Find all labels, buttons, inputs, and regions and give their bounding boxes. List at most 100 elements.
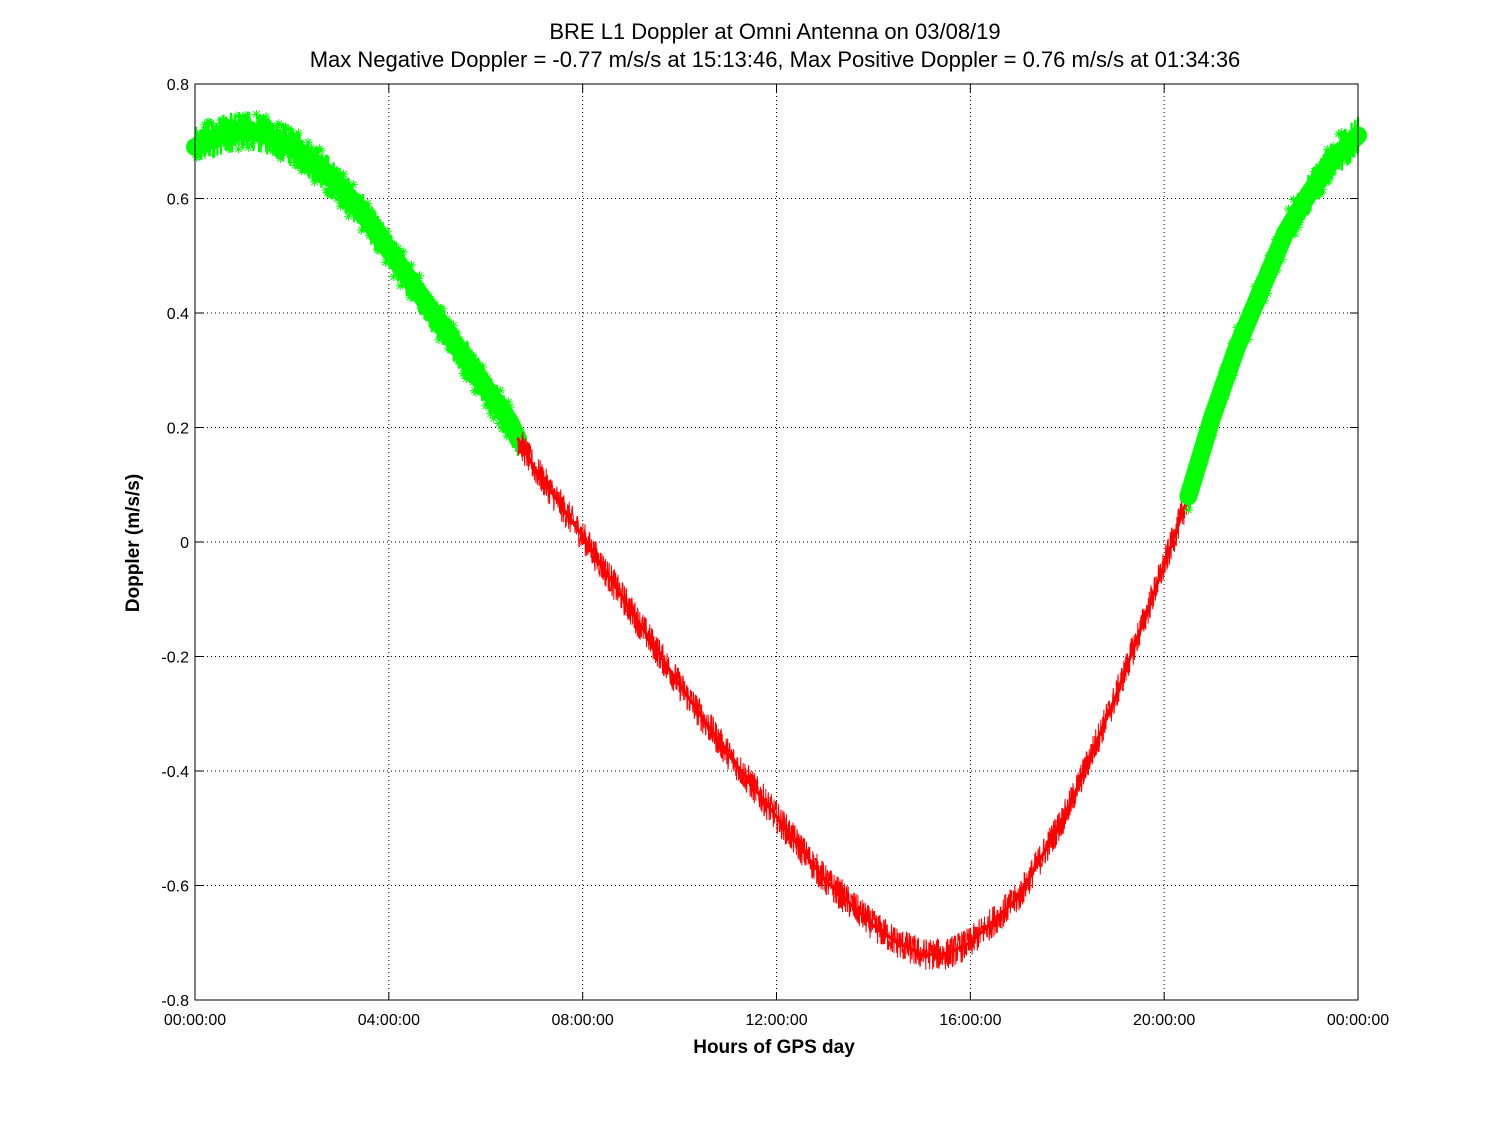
asterisk-marker — [503, 397, 513, 407]
asterisk-marker — [1190, 464, 1200, 474]
asterisk-marker — [289, 150, 299, 160]
y-tick-label: 0.2 — [167, 421, 189, 438]
asterisk-marker — [219, 118, 229, 128]
x-tick-label: 16:00:00 — [939, 1012, 1001, 1029]
series-1 — [186, 109, 528, 457]
asterisk-marker — [1292, 220, 1302, 230]
asterisk-marker — [1222, 357, 1232, 367]
asterisk-marker — [345, 204, 355, 214]
asterisk-marker — [1295, 217, 1305, 227]
y-tick-label: 0.4 — [167, 306, 189, 323]
asterisk-marker — [489, 413, 499, 423]
y-tick-label: 0.6 — [167, 192, 189, 209]
asterisk-marker — [224, 143, 234, 153]
asterisk-marker — [303, 137, 313, 147]
chart-title: BRE L1 Doppler at Omni Antenna on 03/08/… — [549, 19, 1000, 44]
asterisk-marker — [293, 128, 303, 138]
asterisk-marker — [410, 273, 420, 283]
y-tick-label: -0.8 — [161, 993, 189, 1010]
asterisk-marker — [421, 289, 431, 299]
asterisk-marker — [1212, 394, 1222, 404]
asterisk-marker — [232, 111, 242, 121]
asterisk-marker — [1251, 296, 1261, 306]
asterisk-marker — [1183, 505, 1193, 515]
asterisk-marker — [229, 135, 239, 145]
asterisk-marker — [195, 151, 205, 161]
asterisk-marker — [478, 362, 488, 372]
asterisk-marker — [455, 335, 465, 345]
series-3 — [1179, 116, 1367, 515]
asterisk-marker — [1334, 129, 1344, 139]
asterisk-marker — [1351, 125, 1361, 135]
x-tick-label: 04:00:00 — [358, 1012, 420, 1029]
asterisk-marker — [237, 127, 247, 137]
asterisk-marker — [1216, 402, 1226, 412]
asterisk-marker — [1263, 289, 1273, 299]
asterisk-marker — [1203, 432, 1213, 442]
x-tick-label: 00:00:00 — [164, 1012, 226, 1029]
asterisk-marker — [280, 122, 290, 132]
asterisk-marker — [440, 335, 450, 345]
series-trend-line — [516, 437, 1190, 956]
asterisk-marker — [1209, 399, 1219, 409]
asterisk-marker — [1258, 292, 1268, 302]
asterisk-marker — [300, 165, 310, 175]
asterisk-marker — [427, 297, 437, 307]
asterisk-marker — [208, 136, 218, 146]
asterisk-marker — [247, 139, 257, 149]
asterisk-marker — [1350, 146, 1360, 156]
asterisk-marker — [1198, 427, 1208, 437]
asterisk-marker — [452, 328, 462, 338]
asterisk-marker — [1284, 204, 1294, 214]
asterisk-marker — [505, 402, 515, 412]
x-axis-label: Hours of GPS day — [693, 1037, 855, 1058]
asterisk-marker — [406, 260, 416, 270]
asterisk-marker — [1195, 448, 1205, 458]
asterisk-marker — [490, 390, 500, 400]
asterisk-marker — [471, 387, 481, 397]
asterisk-marker — [198, 133, 208, 143]
asterisk-marker — [385, 255, 395, 265]
asterisk-marker — [1345, 136, 1355, 146]
asterisk-marker — [384, 233, 394, 243]
asterisk-marker — [251, 109, 261, 119]
asterisk-marker — [285, 129, 295, 139]
asterisk-marker — [437, 304, 447, 314]
asterisk-marker — [327, 190, 337, 200]
asterisk-marker — [1301, 187, 1311, 197]
asterisk-marker — [1347, 128, 1357, 138]
asterisk-marker — [263, 119, 273, 129]
asterisk-marker — [424, 292, 434, 302]
asterisk-marker — [258, 130, 268, 140]
asterisk-marker — [423, 308, 433, 318]
asterisk-marker — [1230, 360, 1240, 370]
asterisk-marker — [1306, 195, 1316, 205]
asterisk-marker — [1309, 167, 1319, 177]
asterisk-marker — [1298, 197, 1308, 207]
series-trend-line — [1179, 126, 1367, 506]
asterisk-marker — [363, 198, 373, 208]
asterisk-marker — [397, 258, 407, 268]
asterisk-marker — [453, 348, 463, 358]
asterisk-marker — [382, 226, 392, 236]
asterisk-marker — [1240, 327, 1250, 337]
asterisk-marker — [1243, 334, 1253, 344]
asterisk-marker — [1300, 203, 1310, 213]
asterisk-marker — [494, 418, 504, 428]
asterisk-marker — [361, 221, 371, 231]
asterisk-marker — [248, 129, 258, 139]
asterisk-marker — [468, 377, 478, 387]
x-axis-ticks: 00:00:00 04:00:00 08:00:00 12:00:00 16:00:00… — [164, 84, 1389, 1029]
asterisk-marker — [206, 118, 216, 128]
asterisk-marker — [1214, 377, 1224, 387]
asterisk-marker — [411, 278, 421, 288]
asterisk-marker — [240, 110, 250, 120]
asterisk-marker — [301, 160, 311, 170]
asterisk-marker — [343, 211, 353, 221]
asterisk-marker — [1269, 269, 1279, 279]
asterisk-marker — [416, 304, 426, 314]
asterisk-marker — [221, 134, 231, 144]
asterisk-marker — [457, 361, 467, 371]
asterisk-marker — [1224, 353, 1234, 363]
